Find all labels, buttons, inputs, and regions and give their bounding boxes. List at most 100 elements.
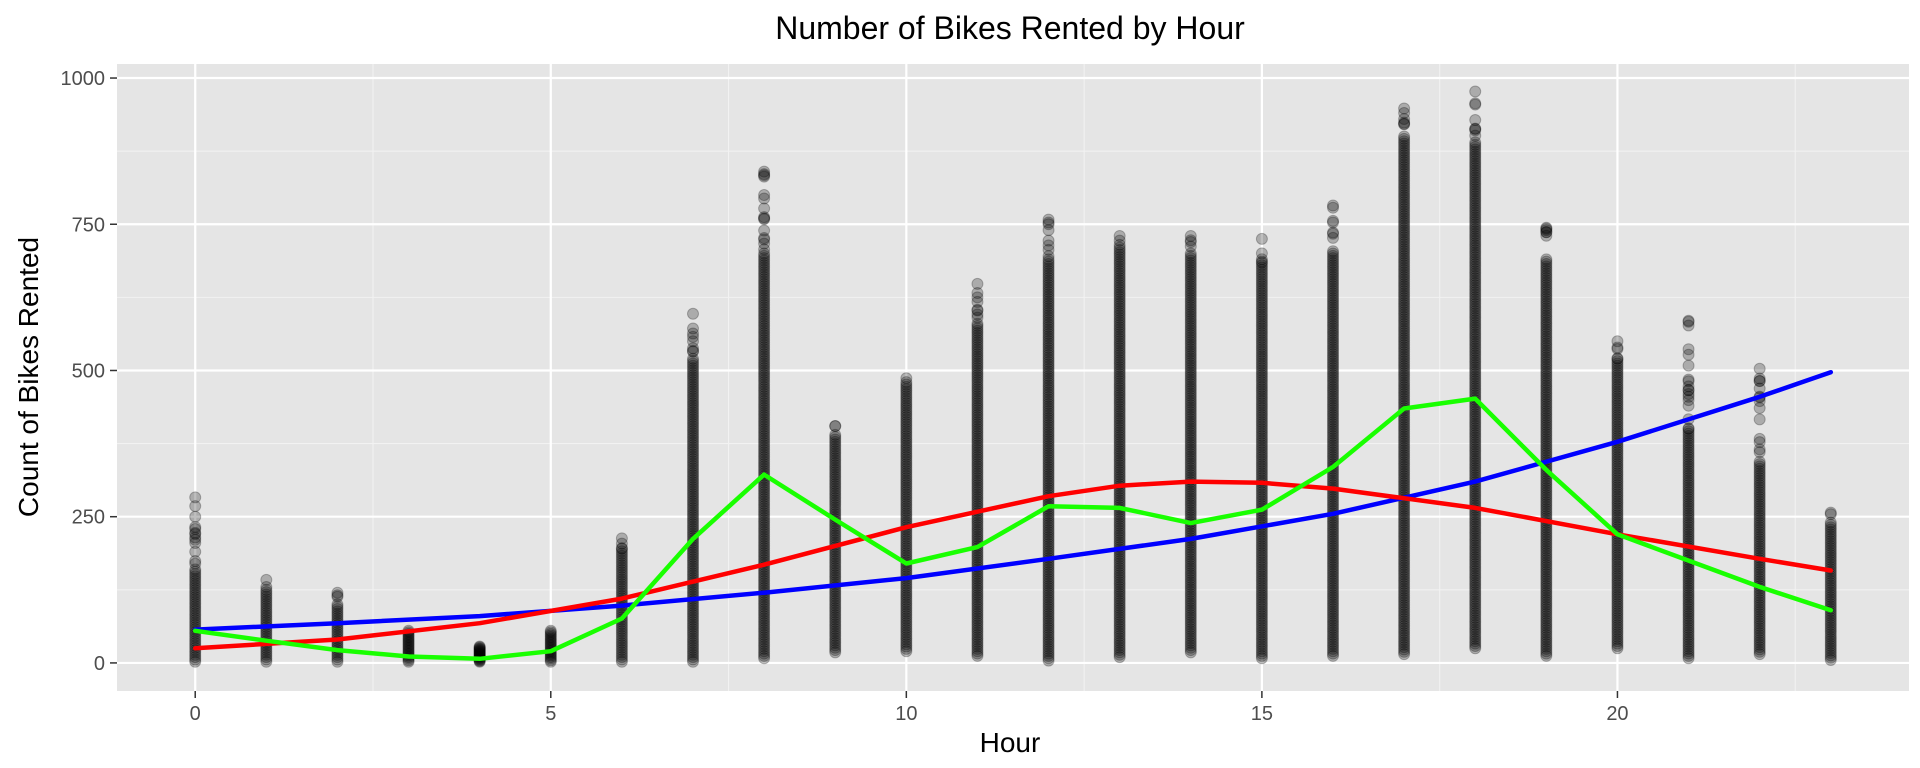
scatter-point [687, 546, 699, 559]
scatter-point [829, 456, 842, 469]
scatter-point [758, 612, 771, 625]
scatter-point [687, 443, 699, 456]
scatter-point [758, 624, 771, 637]
scatter-point [687, 462, 699, 475]
scatter-point [260, 602, 273, 615]
scatter-point [189, 522, 202, 535]
scatter-point [829, 630, 842, 643]
scatter-point [758, 453, 771, 466]
scatter-point [758, 350, 771, 363]
scatter-point [615, 632, 628, 645]
scatter-point [758, 408, 771, 421]
scatter-point [687, 499, 699, 512]
scatter-point [758, 413, 771, 426]
scatter-point [758, 535, 771, 548]
scatter-point [687, 450, 699, 463]
scatter-point [758, 415, 771, 428]
scatter-point [829, 557, 842, 570]
scatter-point [687, 390, 699, 403]
scatter-point [615, 653, 628, 666]
scatter-point [758, 621, 771, 634]
scatter-point [758, 165, 771, 178]
scatter-point [829, 618, 842, 631]
scatter-point [402, 634, 415, 647]
scatter-point [758, 280, 771, 293]
scatter-point [189, 604, 202, 617]
scatter-point [260, 604, 273, 617]
scatter-point [189, 577, 202, 590]
scatter-point [758, 317, 771, 330]
scatter-point [829, 559, 842, 572]
scatter-point [758, 212, 771, 225]
scatter-point [758, 546, 771, 559]
scatter-point [260, 580, 273, 593]
scatter-point [758, 355, 771, 368]
scatter-point [402, 638, 415, 651]
scatter-point [758, 390, 771, 403]
scatter-point [544, 637, 557, 650]
scatter-point [615, 566, 628, 579]
scatter-point [758, 329, 771, 342]
scatter-point [758, 256, 771, 269]
scatter-point [758, 437, 771, 450]
scatter-point [687, 335, 699, 348]
scatter-point [758, 232, 771, 245]
scatter-point [758, 343, 771, 356]
scatter-point [758, 392, 771, 405]
scatter-point [829, 529, 842, 542]
scatter-point [758, 252, 771, 265]
scatter-point [829, 503, 842, 516]
scatter-point [758, 287, 771, 300]
scatter-point [260, 573, 273, 586]
scatter-point [829, 463, 842, 476]
scatter-point [758, 605, 771, 618]
scatter-point [829, 627, 842, 640]
scatter-point [260, 600, 273, 613]
scatter-point [189, 555, 202, 568]
major-gridlines [117, 64, 1909, 691]
scatter-point [758, 385, 771, 398]
scatter-point [758, 310, 771, 323]
scatter-point [687, 620, 699, 633]
scatter-point [189, 614, 202, 627]
scatter-point [189, 565, 202, 578]
scatter-point [473, 642, 486, 655]
scatter-point [758, 483, 771, 496]
scatter-point [687, 408, 699, 421]
scatter-point [758, 334, 771, 347]
scatter-point [260, 607, 273, 620]
scatter-point [687, 420, 699, 433]
x-axis-title: Hour [980, 727, 1041, 758]
scatter-point [687, 406, 699, 419]
scatter-point [687, 352, 699, 365]
scatter-point [758, 542, 771, 555]
scatter-point [687, 511, 699, 524]
scatter-point [687, 330, 699, 343]
scatter-point [189, 579, 202, 592]
scatter-point [687, 651, 699, 664]
scatter-point [1682, 390, 1695, 403]
scatter-point [758, 170, 771, 183]
scatter-point [758, 263, 771, 276]
scatter-point [615, 580, 628, 593]
scatter-point [758, 376, 771, 389]
scatter-point [758, 422, 771, 435]
scatter-point [758, 259, 771, 272]
scatter-point [687, 522, 699, 535]
scatter-point [1682, 314, 1695, 327]
scatter-point [615, 561, 628, 574]
scatter-point [331, 655, 344, 668]
scatter-point [829, 644, 842, 657]
scatter-point [615, 547, 628, 560]
scatter-point [829, 470, 842, 483]
scatter-point [829, 475, 842, 488]
x-tick-label: 15 [1251, 703, 1273, 725]
scatter-point [758, 518, 771, 531]
x-tick-label: 5 [545, 703, 556, 725]
scatter-point [687, 478, 699, 491]
scatter-point [758, 439, 771, 452]
scatter-point [189, 491, 202, 504]
x-axis-ticks: 0 5 10 15 20 [190, 691, 1629, 725]
scatter-point [687, 446, 699, 459]
